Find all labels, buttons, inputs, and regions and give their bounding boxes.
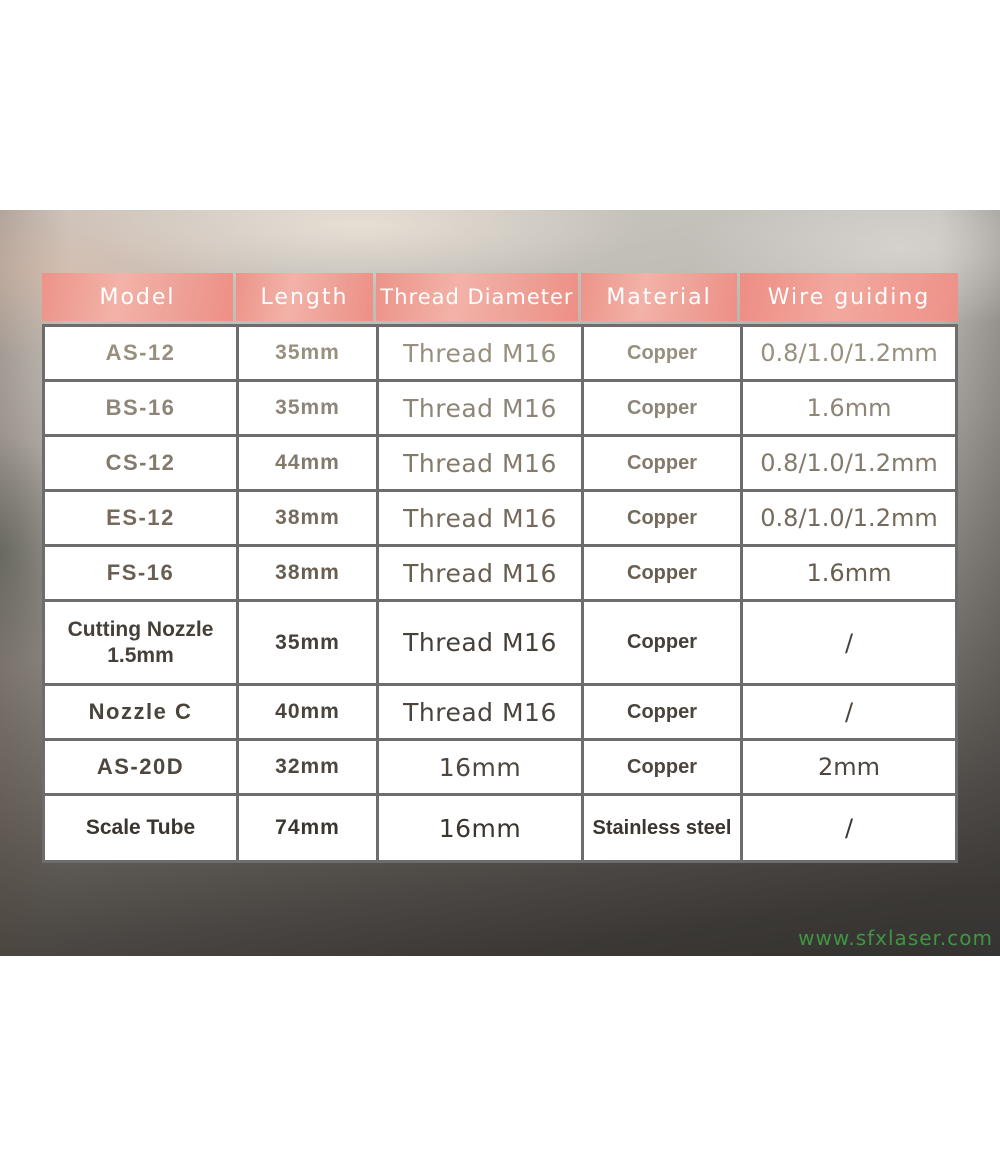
- spec-table-grid: AS-12 35mm Thread M16 Copper 0.8/1.0/1.2mm BS…: [42, 324, 958, 863]
- table-row: Cutting Nozzle 1.5mm 35mm Thread M16 Copper…: [42, 599, 958, 686]
- cell-model: ES-12: [42, 489, 239, 547]
- column-header-length: Length: [236, 273, 373, 321]
- table-row: Nozzle C 40mm Thread M16 Copper /: [42, 683, 958, 741]
- cell-thread: Thread M16: [376, 379, 584, 437]
- cell-wire: 0.8/1.0/1.2mm: [740, 324, 958, 382]
- cell-length: 74mm: [236, 793, 379, 863]
- cell-material: Copper: [581, 324, 743, 382]
- table-header-row: Model Length Thread Diameter Material Wi…: [42, 273, 958, 321]
- cell-length: 38mm: [236, 544, 379, 602]
- cell-wire: /: [740, 793, 958, 863]
- cell-thread: 16mm: [376, 793, 584, 863]
- cell-model: CS-12: [42, 434, 239, 492]
- cell-material: Copper: [581, 599, 743, 686]
- cell-material: Copper: [581, 544, 743, 602]
- watermark-url: www.sfxlaser.com: [798, 926, 993, 950]
- cell-thread: Thread M16: [376, 683, 584, 741]
- column-header-wire-guiding: Wire guiding: [740, 273, 958, 321]
- table-row: AS-12 35mm Thread M16 Copper 0.8/1.0/1.2mm: [42, 324, 958, 382]
- cell-wire: 2mm: [740, 738, 958, 796]
- cell-length: 40mm: [236, 683, 379, 741]
- cell-length: 44mm: [236, 434, 379, 492]
- cell-model: BS-16: [42, 379, 239, 437]
- table-row: BS-16 35mm Thread M16 Copper 1.6mm: [42, 379, 958, 437]
- cell-model: Nozzle C: [42, 683, 239, 741]
- column-header-material: Material: [581, 273, 737, 321]
- cell-wire: 0.8/1.0/1.2mm: [740, 489, 958, 547]
- cell-material: Copper: [581, 434, 743, 492]
- cell-material: Stainless steel: [581, 793, 743, 863]
- cell-wire: 1.6mm: [740, 544, 958, 602]
- cell-material: Copper: [581, 683, 743, 741]
- cell-material: Copper: [581, 489, 743, 547]
- cell-material: Copper: [581, 738, 743, 796]
- cell-wire: /: [740, 599, 958, 686]
- table-row: CS-12 44mm Thread M16 Copper 0.8/1.0/1.2mm: [42, 434, 958, 492]
- cell-thread: Thread M16: [376, 489, 584, 547]
- cell-model: AS-20D: [42, 738, 239, 796]
- column-header-thread-diameter: Thread Diameter: [376, 273, 578, 321]
- cell-length: 38mm: [236, 489, 379, 547]
- table-row: FS-16 38mm Thread M16 Copper 1.6mm: [42, 544, 958, 602]
- cell-wire: 0.8/1.0/1.2mm: [740, 434, 958, 492]
- cell-length: 35mm: [236, 324, 379, 382]
- cell-thread: Thread M16: [376, 544, 584, 602]
- cell-thread: Thread M16: [376, 599, 584, 686]
- table-row: Scale Tube 74mm 16mm Stainless steel /: [42, 793, 958, 863]
- spec-table-body: AS-12 35mm Thread M16 Copper 0.8/1.0/1.2mm BS…: [42, 324, 958, 863]
- table-row: ES-12 38mm Thread M16 Copper 0.8/1.0/1.2mm: [42, 489, 958, 547]
- cell-length: 35mm: [236, 379, 379, 437]
- cell-wire: 1.6mm: [740, 379, 958, 437]
- cell-model: FS-16: [42, 544, 239, 602]
- cell-thread: 16mm: [376, 738, 584, 796]
- cell-model: Cutting Nozzle 1.5mm: [42, 599, 239, 686]
- cell-wire: /: [740, 683, 958, 741]
- cell-thread: Thread M16: [376, 324, 584, 382]
- cell-model: Scale Tube: [42, 793, 239, 863]
- cell-model: AS-12: [42, 324, 239, 382]
- spec-table: Model Length Thread Diameter Material Wi…: [42, 273, 958, 863]
- cell-length: 35mm: [236, 599, 379, 686]
- cell-thread: Thread M16: [376, 434, 584, 492]
- background-photo: Model Length Thread Diameter Material Wi…: [0, 210, 1000, 956]
- column-header-model: Model: [42, 273, 233, 321]
- cell-length: 32mm: [236, 738, 379, 796]
- cell-material: Copper: [581, 379, 743, 437]
- table-row: AS-20D 32mm 16mm Copper 2mm: [42, 738, 958, 796]
